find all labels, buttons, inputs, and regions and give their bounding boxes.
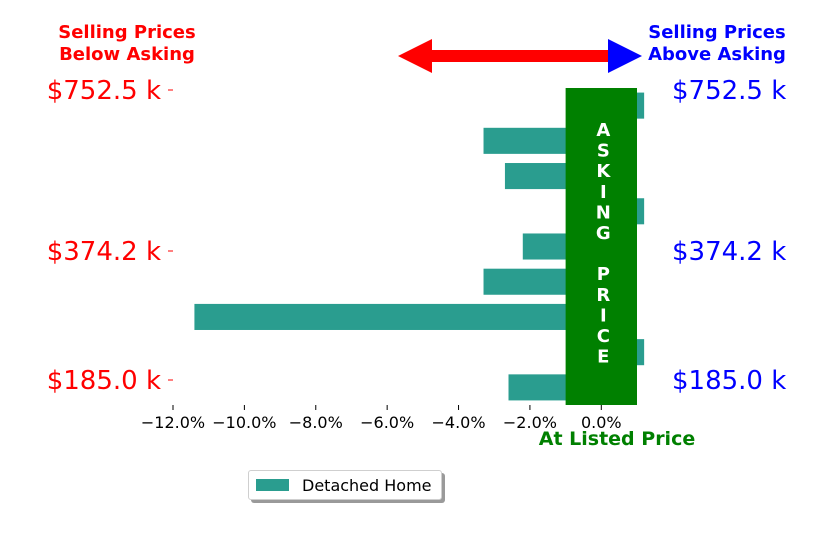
asking-band-letter: A — [596, 120, 610, 141]
asking-band-letter: R — [596, 285, 610, 306]
legend-label: Detached Home — [302, 475, 432, 495]
x-tick-label: 0.0% — [581, 413, 622, 432]
arrow-head-right-icon — [608, 39, 642, 73]
legend: Detached Home — [248, 470, 442, 500]
left-y-axis: $752.5 k $374.2 k $185.0 k — [47, 76, 173, 396]
below-asking-title-line1: Selling Prices — [58, 22, 195, 43]
asking-band-letter: I — [600, 305, 607, 326]
asking-band-letter: S — [597, 141, 610, 162]
at-listed-price-label: At Listed Price — [539, 428, 695, 450]
x-tick-label: −6.0% — [360, 413, 414, 432]
asking-band-letter: I — [600, 182, 607, 203]
x-tick-label: −10.0% — [212, 413, 276, 432]
right-tick-label: $374.2 k — [672, 237, 786, 267]
x-tick-label: −8.0% — [289, 413, 343, 432]
asking-band-letter: N — [596, 202, 611, 223]
right-tick-label: $185.0 k — [672, 366, 786, 396]
bar-6 — [194, 303, 602, 330]
asking-band-letter: P — [597, 264, 610, 285]
asking-band-letter: G — [596, 223, 611, 244]
below-asking-title-line2: Below Asking — [59, 44, 195, 65]
x-tick-label: −4.0% — [432, 413, 486, 432]
arrow-head-left-icon — [398, 39, 432, 73]
left-tick-label: $374.2 k — [47, 237, 161, 267]
x-tick-label: −2.0% — [503, 413, 557, 432]
right-y-axis: $752.5 k $374.2 k $185.0 k — [672, 76, 786, 396]
x-axis: −12.0% −10.0% −8.0% −6.0% −4.0% −2.0% 0.0% — [141, 405, 622, 432]
asking-band-letter: E — [597, 347, 609, 368]
x-tick-label: −12.0% — [141, 413, 205, 432]
above-asking-title-line2: Above Asking — [648, 44, 786, 65]
left-tick-label: $185.0 k — [47, 366, 161, 396]
asking-band-rect — [565, 88, 637, 405]
above-asking-title-line1: Selling Prices — [648, 22, 785, 43]
asking-band-letter: K — [596, 161, 611, 182]
legend-swatch — [256, 479, 289, 491]
right-tick-label: $752.5 k — [672, 76, 786, 106]
arrow-shaft — [432, 50, 614, 62]
left-tick-label: $752.5 k — [47, 76, 161, 106]
asking-band-letter: C — [597, 326, 610, 347]
double-arrow-icon — [398, 39, 642, 73]
